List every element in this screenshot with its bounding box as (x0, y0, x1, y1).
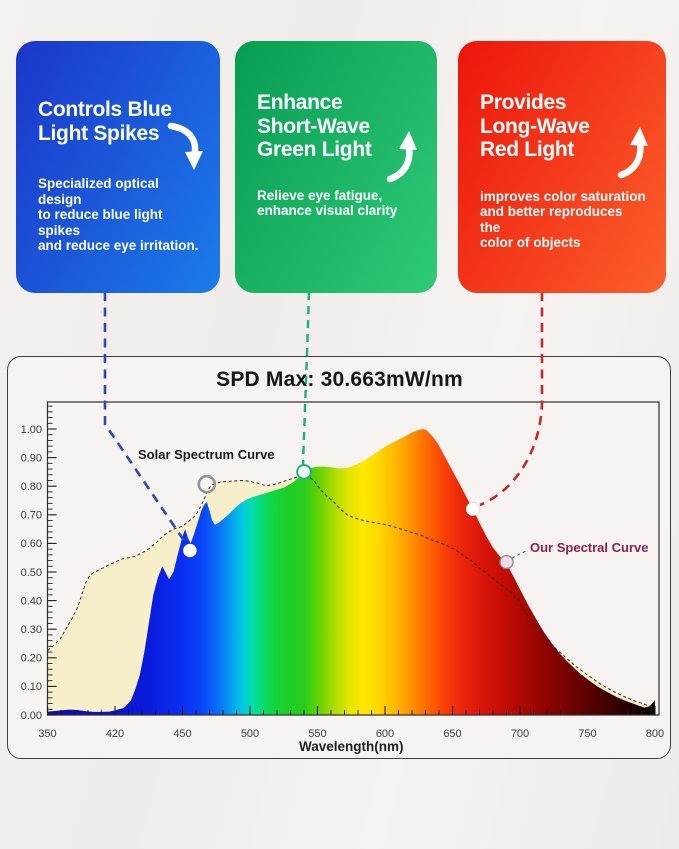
card-title: Provides Long-Wave Red Light (480, 91, 590, 161)
curved-up-arrow-icon (386, 131, 417, 183)
card-body: Relieve eye fatigue, enhance visual clar… (257, 187, 398, 219)
our-spectral-curve-label: Our Spectral Curve (530, 540, 649, 555)
card-red-light: Provides Long-Wave Red Light improves co… (458, 41, 666, 293)
solar-spectrum-curve-label: Solar Spectrum Curve (138, 447, 275, 462)
curved-up-arrow-icon (617, 127, 648, 179)
card-body: improves color saturation and better rep… (480, 188, 646, 251)
card-title: Controls Blue Light Spikes (38, 98, 172, 145)
card-blue-light-spikes: Controls Blue Light Spikes Specialized o… (16, 41, 220, 293)
card-title: Enhance Short-Wave Green Light (257, 91, 372, 161)
curved-down-arrow-icon (167, 122, 203, 170)
spd-chart-panel (7, 356, 671, 759)
chart-title: SPD Max: 30.663mW/nm (216, 368, 463, 391)
card-body: Specialized optical design to reduce blu… (38, 176, 199, 253)
card-green-light: Enhance Short-Wave Green Light Relieve e… (235, 41, 437, 293)
